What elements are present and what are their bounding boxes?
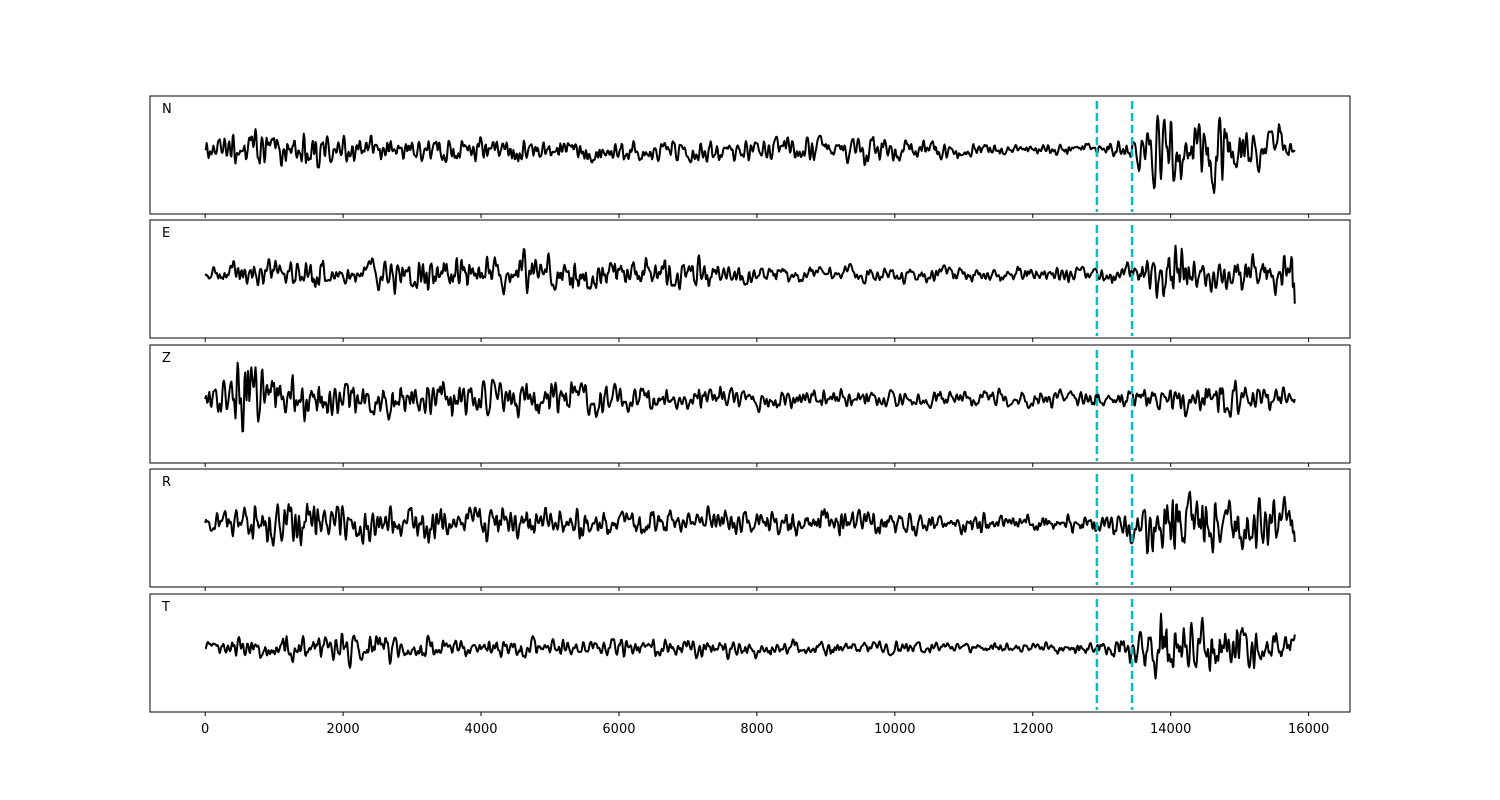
panel-label: N xyxy=(162,102,172,117)
x-tick-label: 10000 xyxy=(874,722,915,737)
panel-frame xyxy=(149,593,1351,713)
trace-panels: N E Z R T xyxy=(149,95,1351,716)
x-tick-label: 2000 xyxy=(327,722,360,737)
trace-r xyxy=(204,490,1296,555)
x-axis: 0 2000 4000 6000 8000 10000 12000 14000 16000 xyxy=(201,722,1329,737)
panel-e: E xyxy=(149,219,1351,342)
x-tick-label: 8000 xyxy=(740,722,773,737)
panel-label: Z xyxy=(162,351,171,366)
x-tick-label: 4000 xyxy=(464,722,497,737)
panel-n: N xyxy=(149,95,1351,218)
x-tick-label: 0 xyxy=(201,722,209,737)
panel-label: T xyxy=(161,600,170,615)
trace-n xyxy=(204,114,1296,194)
panel-r: R xyxy=(149,468,1351,591)
trace-e xyxy=(204,244,1296,304)
trace-z xyxy=(204,361,1296,433)
x-tick-label: 12000 xyxy=(1012,722,1053,737)
panel-frame xyxy=(149,468,1351,588)
x-tick-label: 14000 xyxy=(1150,722,1191,737)
x-tick-label: 6000 xyxy=(602,722,635,737)
panel-t: T xyxy=(149,593,1351,716)
panel-label: E xyxy=(162,226,170,241)
panel-frame xyxy=(149,344,1351,464)
panel-z: Z xyxy=(149,344,1351,467)
x-tick-label: 16000 xyxy=(1288,722,1329,737)
trace-t xyxy=(204,612,1296,680)
panel-label: R xyxy=(162,475,171,490)
panel-frame xyxy=(149,95,1351,215)
panel-frame xyxy=(149,219,1351,339)
